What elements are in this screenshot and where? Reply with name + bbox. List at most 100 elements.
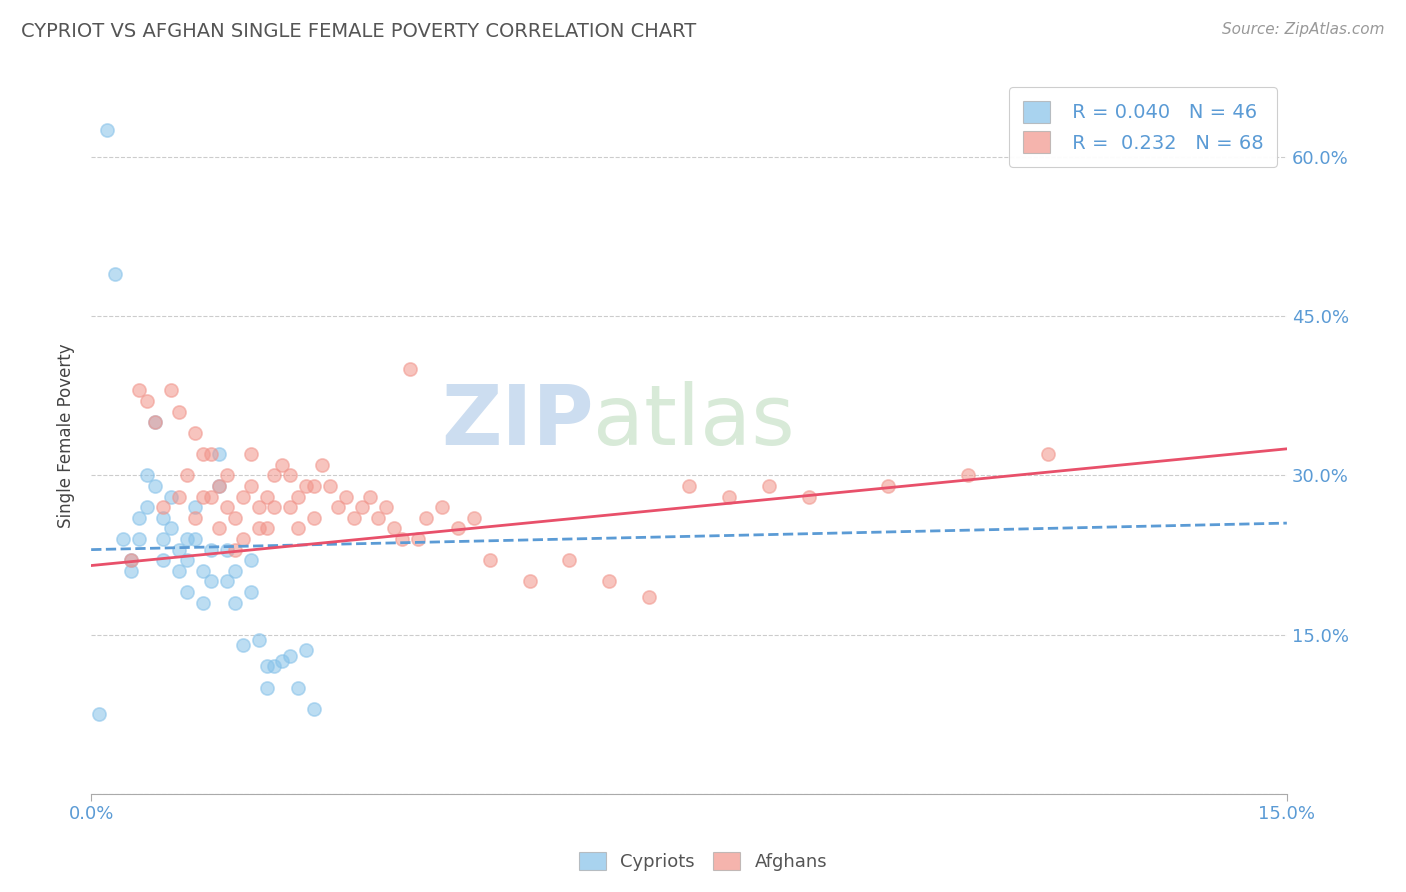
Point [128, 510, 150, 524]
Point [176, 532, 198, 546]
Point [167, 542, 190, 557]
Point [391, 532, 413, 546]
Point [239, 553, 262, 567]
Point [191, 596, 214, 610]
Point [176, 553, 198, 567]
Point [224, 564, 246, 578]
Point [167, 564, 190, 578]
Point [343, 510, 366, 524]
Y-axis label: Single Female Poverty: Single Female Poverty [58, 343, 75, 528]
Point [263, 468, 285, 483]
Point [463, 510, 485, 524]
Point [519, 574, 541, 589]
Point [256, 681, 278, 695]
Point [797, 490, 820, 504]
Point [200, 447, 222, 461]
Point [956, 468, 979, 483]
Point [598, 574, 620, 589]
Point [352, 500, 374, 515]
Text: ZIP: ZIP [441, 381, 593, 462]
Text: Source: ZipAtlas.com: Source: ZipAtlas.com [1222, 22, 1385, 37]
Point [120, 553, 142, 567]
Point [160, 490, 183, 504]
Point [224, 542, 246, 557]
Point [335, 490, 357, 504]
Point [239, 585, 262, 599]
Point [247, 500, 270, 515]
Point [176, 468, 198, 483]
Point [176, 585, 198, 599]
Point [447, 521, 470, 535]
Point [224, 596, 246, 610]
Point [160, 384, 183, 398]
Legend: Cypriots, Afghans: Cypriots, Afghans [572, 845, 834, 879]
Point [120, 564, 142, 578]
Text: CYPRIOT VS AFGHAN SINGLE FEMALE POVERTY CORRELATION CHART: CYPRIOT VS AFGHAN SINGLE FEMALE POVERTY … [21, 22, 696, 41]
Point [478, 553, 501, 567]
Point [406, 532, 429, 546]
Point [143, 479, 166, 493]
Point [263, 659, 285, 673]
Point [558, 553, 581, 567]
Point [304, 510, 326, 524]
Point [367, 510, 389, 524]
Point [208, 447, 231, 461]
Point [184, 510, 207, 524]
Point [167, 490, 190, 504]
Point [295, 479, 318, 493]
Point [232, 490, 254, 504]
Point [128, 384, 150, 398]
Point [208, 479, 231, 493]
Point [287, 490, 309, 504]
Point [717, 490, 740, 504]
Point [215, 542, 238, 557]
Point [382, 521, 405, 535]
Point [256, 521, 278, 535]
Point [1036, 447, 1059, 461]
Point [152, 510, 174, 524]
Point [208, 521, 231, 535]
Point [136, 500, 159, 515]
Point [271, 458, 294, 472]
Point [136, 394, 159, 409]
Point [152, 500, 174, 515]
Point [104, 267, 127, 281]
Point [96, 123, 118, 137]
Point [184, 532, 207, 546]
Point [184, 425, 207, 440]
Point [160, 521, 183, 535]
Point [184, 500, 207, 515]
Point [200, 574, 222, 589]
Point [280, 648, 302, 663]
Point [375, 500, 398, 515]
Point [120, 553, 142, 567]
Point [215, 574, 238, 589]
Point [191, 564, 214, 578]
Point [295, 643, 318, 657]
Point [200, 490, 222, 504]
Point [256, 659, 278, 673]
Point [247, 632, 270, 647]
Point [89, 707, 111, 722]
Point [287, 521, 309, 535]
Point [232, 532, 254, 546]
Point [263, 500, 285, 515]
Point [399, 362, 422, 376]
Point [758, 479, 780, 493]
Point [256, 490, 278, 504]
Point [136, 468, 159, 483]
Point [638, 591, 661, 605]
Point [191, 447, 214, 461]
Point [200, 542, 222, 557]
Point [143, 415, 166, 429]
Point [304, 479, 326, 493]
Point [415, 510, 437, 524]
Point [239, 479, 262, 493]
Point [328, 500, 350, 515]
Point [877, 479, 900, 493]
Point [112, 532, 135, 546]
Point [128, 532, 150, 546]
Point [152, 553, 174, 567]
Point [287, 681, 309, 695]
Point [430, 500, 453, 515]
